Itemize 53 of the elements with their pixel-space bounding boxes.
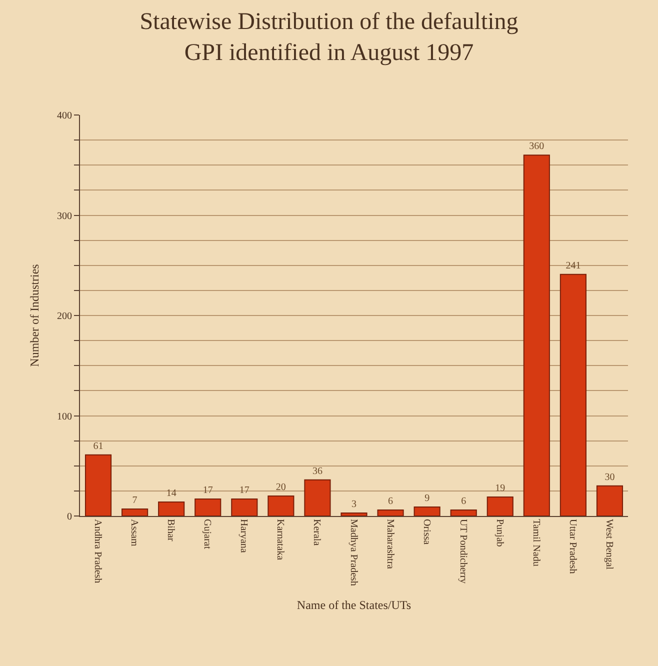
data-label: 7 — [132, 494, 138, 506]
data-label: 6 — [461, 496, 466, 507]
y-axis-title: Number of Industries — [27, 264, 42, 367]
bar — [194, 498, 222, 516]
x-tick-label: Orissa — [420, 519, 432, 546]
bar — [377, 509, 404, 516]
y-tick-label: 300 — [57, 210, 72, 222]
x-tick-label: Gujarat — [202, 519, 213, 550]
data-label: 61 — [93, 440, 104, 452]
data-label: 17 — [239, 484, 250, 496]
data-label: 241 — [566, 260, 581, 272]
x-tick-label: Haryana — [238, 519, 250, 554]
bar — [523, 154, 550, 516]
bar — [560, 274, 586, 516]
data-label: 17 — [202, 484, 213, 496]
data-label: 19 — [495, 482, 506, 494]
bar — [486, 496, 514, 516]
x-tick-label: Bihar — [165, 519, 176, 542]
bar — [231, 498, 258, 516]
bar — [158, 501, 185, 516]
bar — [450, 509, 477, 516]
bar — [84, 454, 112, 516]
bar — [414, 506, 440, 516]
y-tick-label: 200 — [57, 311, 72, 322]
bar — [340, 512, 368, 516]
data-label: 360 — [529, 141, 544, 152]
data-label: 6 — [388, 496, 394, 507]
y-tick-label: 100 — [57, 411, 72, 422]
data-label: 3 — [352, 498, 356, 510]
x-tick-label: UT Pondicherry — [457, 519, 468, 584]
x-tick-label: Tamil Nadu — [530, 519, 542, 566]
data-label: 36 — [312, 466, 322, 477]
chart-title: Statewise Distribution of the defaulting GPI identified in August 1997 — [140, 8, 518, 66]
data-label: 14 — [166, 488, 176, 499]
x-tick-label: Assam — [128, 519, 140, 546]
x-tick-label: Kerala — [311, 519, 322, 546]
data-label: 20 — [276, 482, 286, 493]
x-tick-label: Madhya Pradesh — [348, 519, 359, 586]
data-label: 9 — [424, 492, 430, 504]
x-tick-label: Karnataka — [274, 519, 286, 561]
bar — [304, 479, 331, 516]
x-tick-label: Andhra Pradesh — [92, 519, 104, 584]
y-tick-label: 0 — [67, 512, 72, 522]
y-tick-label: 400 — [57, 110, 72, 122]
x-axis-title: Name of the States/UTs — [296, 598, 412, 612]
x-tick-label: Maharashtra — [384, 519, 396, 570]
x-tick-label: West Bengal — [603, 519, 614, 570]
x-tick-label: Punjab — [494, 519, 505, 547]
data-label: 30 — [604, 472, 615, 483]
x-tick-label: Uttar Pradesh — [566, 519, 578, 574]
bar — [596, 485, 624, 516]
bar — [122, 508, 148, 516]
bar — [268, 495, 294, 516]
